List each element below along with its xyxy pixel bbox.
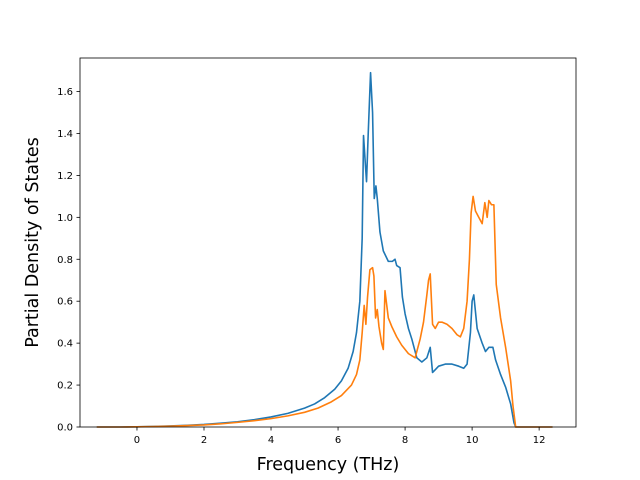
- series-layer: [96, 71, 553, 428]
- y-tick-label: 1.4: [57, 129, 73, 140]
- x-tick-label: 6: [335, 435, 341, 446]
- x-tick-label: 0: [134, 435, 140, 446]
- series-line-2: [96, 195, 553, 428]
- x-tick-label: 4: [268, 435, 274, 446]
- x-tick-label: 2: [201, 435, 207, 446]
- x-axis-ticks: 0 2 4 6 8 10 12: [134, 427, 546, 446]
- x-tick-label: 10: [466, 435, 479, 446]
- plot-area-background: [80, 58, 576, 427]
- y-tick-label: 1.6: [57, 87, 73, 98]
- y-tick-label: 0.0: [57, 423, 73, 434]
- x-tick-label: 12: [533, 435, 546, 446]
- y-tick-label: 0.4: [57, 339, 73, 350]
- y-tick-label: 0.2: [57, 381, 73, 392]
- x-tick-label: 8: [402, 435, 408, 446]
- y-tick-label: 1.2: [57, 171, 73, 182]
- axes-frame: [79, 57, 577, 428]
- series-line-1: [96, 71, 553, 428]
- y-axis-label: Partial Density of States: [23, 137, 43, 348]
- y-tick-label: 0.8: [57, 255, 73, 266]
- y-tick-label: 1.0: [57, 213, 73, 224]
- y-tick-label: 0.6: [57, 297, 73, 308]
- y-axis-ticks: 0.0 0.2 0.4 0.6 0.8 1.0 1.2 1.4 1.6: [57, 87, 80, 434]
- x-axis-label: Frequency (THz): [257, 455, 400, 475]
